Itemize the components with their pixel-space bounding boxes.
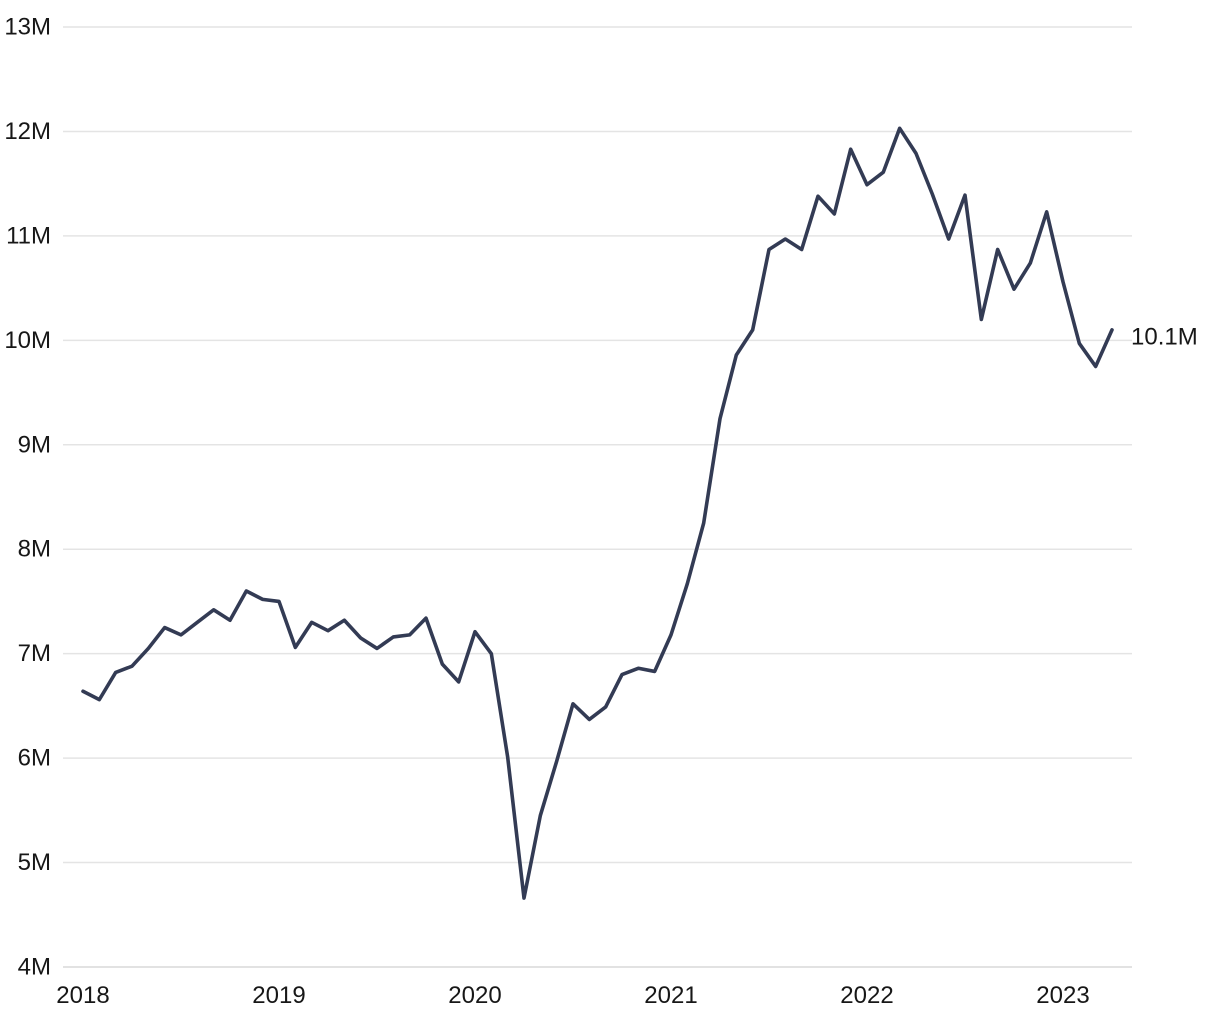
y-tick-label: 7M	[18, 640, 51, 667]
y-tick-label: 13M	[4, 14, 51, 41]
y-tick-label: 6M	[18, 745, 51, 772]
x-tick-label: 2018	[56, 982, 109, 1009]
series-line	[81, 126, 1114, 900]
x-tick-label: 2020	[448, 982, 501, 1009]
x-axis-labels: 2018 2019 2020 2021 2022 2023	[56, 982, 1089, 1009]
x-tick-label: 2022	[840, 982, 893, 1009]
x-tick-label: 2019	[252, 982, 305, 1009]
y-tick-label: 9M	[18, 431, 51, 458]
y-tick-label: 5M	[18, 849, 51, 876]
y-tick-label: 12M	[4, 118, 51, 145]
x-tick-label: 2023	[1036, 982, 1089, 1009]
y-axis-labels: 4M 5M 6M 7M 8M 9M 10M 11M 12M 13M	[4, 14, 51, 981]
y-tick-label: 4M	[18, 954, 51, 981]
x-tick-label: 2021	[644, 982, 697, 1009]
gridlines	[63, 26, 1132, 968]
y-tick-label: 11M	[6, 222, 51, 249]
y-tick-label: 8M	[18, 536, 51, 563]
y-tick-label: 10M	[4, 327, 51, 354]
end-value-label: 10.1M	[1131, 323, 1198, 350]
